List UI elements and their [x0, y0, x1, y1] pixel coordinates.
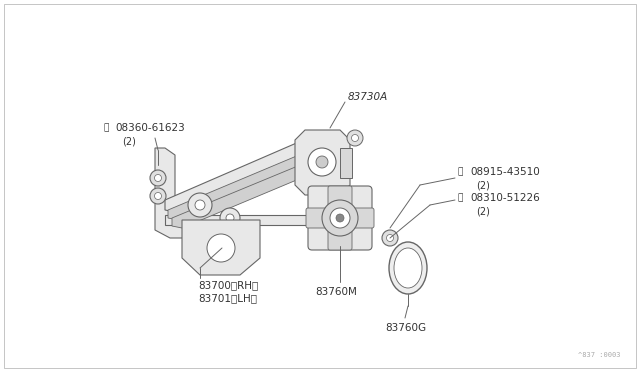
Circle shape [207, 234, 235, 262]
Polygon shape [340, 148, 352, 178]
Text: 08915-43510: 08915-43510 [470, 167, 540, 177]
Circle shape [382, 230, 398, 246]
FancyBboxPatch shape [306, 208, 330, 228]
Circle shape [150, 188, 166, 204]
Circle shape [154, 192, 161, 199]
Text: 83701〈LH〉: 83701〈LH〉 [198, 293, 257, 303]
Circle shape [154, 174, 161, 182]
Polygon shape [155, 148, 185, 238]
Text: 08360-61623: 08360-61623 [115, 123, 185, 133]
Circle shape [336, 214, 344, 222]
FancyBboxPatch shape [308, 186, 372, 250]
Circle shape [150, 170, 166, 186]
Polygon shape [295, 130, 350, 195]
Polygon shape [168, 147, 328, 220]
Circle shape [387, 234, 394, 241]
Ellipse shape [394, 248, 422, 288]
Circle shape [330, 208, 350, 228]
Text: (2): (2) [476, 181, 490, 191]
Polygon shape [165, 135, 325, 212]
FancyBboxPatch shape [350, 208, 374, 228]
Text: Ⓢ: Ⓢ [458, 193, 463, 202]
Polygon shape [182, 220, 260, 275]
Circle shape [316, 156, 328, 168]
Text: 08310-51226: 08310-51226 [470, 193, 540, 203]
FancyBboxPatch shape [328, 230, 352, 250]
Polygon shape [165, 215, 330, 225]
Circle shape [188, 193, 212, 217]
Text: (2): (2) [476, 207, 490, 217]
Polygon shape [172, 156, 330, 228]
Circle shape [220, 208, 240, 228]
Circle shape [351, 135, 358, 141]
Text: 83760G: 83760G [385, 323, 426, 333]
Circle shape [226, 214, 234, 222]
Text: 83760M: 83760M [315, 287, 357, 297]
Circle shape [195, 200, 205, 210]
Text: ^837 :0003: ^837 :0003 [577, 352, 620, 358]
Text: 83730A: 83730A [348, 92, 388, 102]
Circle shape [347, 130, 363, 146]
Text: Ⓢ: Ⓢ [103, 124, 108, 132]
Ellipse shape [389, 242, 427, 294]
Circle shape [308, 148, 336, 176]
Text: 83700〈RH〉: 83700〈RH〉 [198, 280, 259, 290]
FancyBboxPatch shape [328, 186, 352, 206]
Text: (2): (2) [122, 137, 136, 147]
Circle shape [322, 200, 358, 236]
Text: Ⓦ: Ⓦ [458, 167, 463, 176]
